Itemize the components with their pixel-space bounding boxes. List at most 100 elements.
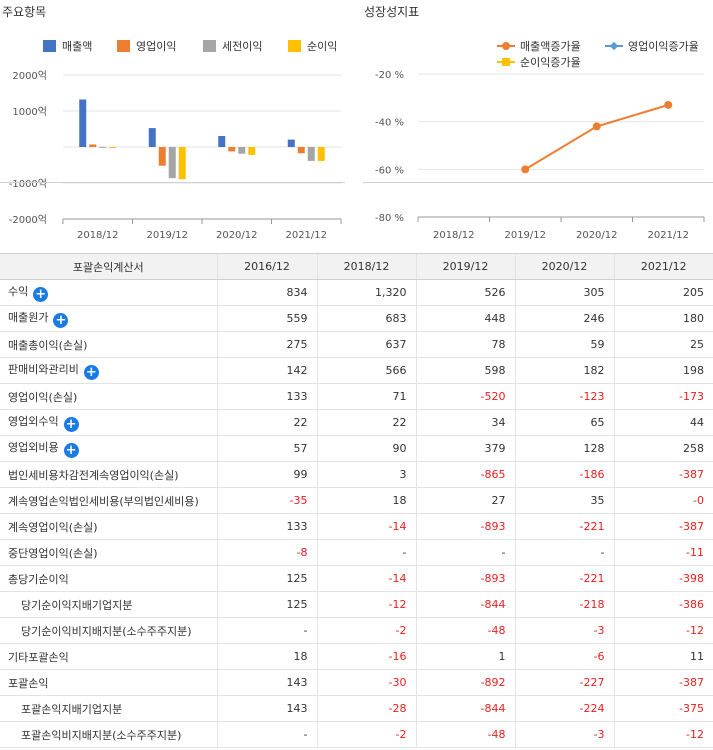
table-cell: -30 bbox=[316, 669, 416, 696]
legend-item[interactable]: 세전이익 bbox=[203, 38, 262, 54]
table-cell: 526 bbox=[415, 279, 515, 306]
table-cell: -16 bbox=[316, 643, 416, 670]
bar[interactable] bbox=[109, 147, 117, 148]
chart-title-main-items: 주요항목 bbox=[2, 5, 47, 19]
legend-item[interactable]: 순이익 bbox=[288, 38, 337, 54]
expand-plus-icon[interactable]: + bbox=[83, 365, 99, 380]
row-label: 계속영업이익(손실) bbox=[0, 513, 217, 540]
legend-item[interactable]: 영업이익 bbox=[117, 38, 176, 54]
table-cell: -227 bbox=[514, 669, 614, 696]
row-label: 포괄손익 bbox=[0, 669, 217, 696]
legend-item[interactable]: 매출액증가율 bbox=[497, 38, 581, 54]
table-cell: -387 bbox=[613, 669, 713, 696]
table-cell: -893 bbox=[415, 565, 515, 592]
expand-plus-icon[interactable]: + bbox=[53, 313, 69, 328]
table-cell: 3 bbox=[316, 461, 416, 488]
table-cell: 598 bbox=[415, 357, 515, 384]
table-cell: -375 bbox=[613, 695, 713, 722]
legend-label: 순이익 bbox=[307, 40, 338, 53]
table-cell: 180 bbox=[613, 305, 713, 332]
table-cell: 198 bbox=[613, 357, 713, 384]
bar-chart-main-items: 2000억 1000억 -1000억 -2000억 2018/12 2019/12 2020… bbox=[9, 70, 342, 241]
data-point[interactable] bbox=[521, 165, 530, 174]
y-tick-label: -20 % bbox=[375, 70, 404, 81]
income-statement-table: 포괄손익계산서 2016/12 2018/12 2019/12 2020/12 2021/… bbox=[0, 253, 713, 748]
table-row: 영업외비용 +57 90 379 128 258 bbox=[0, 435, 713, 462]
row-label-text: 영업외수익 bbox=[8, 415, 59, 428]
table-cell: 25 bbox=[613, 331, 713, 358]
legend-marker bbox=[605, 40, 623, 52]
x-tick-label: 2019/12 bbox=[146, 230, 188, 241]
row-label: 당기순이익비지배지분(소수주주지분) bbox=[0, 617, 217, 644]
row-label: 판매비와관리비 + bbox=[0, 357, 217, 384]
table-cell: -387 bbox=[613, 513, 713, 540]
table-cell: -2 bbox=[316, 617, 416, 644]
table-cell: -844 bbox=[415, 591, 515, 618]
bar[interactable] bbox=[307, 147, 315, 161]
table-cell: - bbox=[514, 539, 614, 566]
legend-label: 영업이익증가율 bbox=[628, 40, 699, 53]
bar[interactable] bbox=[297, 147, 305, 154]
bar[interactable] bbox=[158, 147, 166, 166]
table-cell: 22 bbox=[216, 409, 317, 436]
legend-item[interactable]: 순이익증가율 bbox=[497, 54, 581, 70]
table-row: 매출원가 +559 683 448 246 180 bbox=[0, 305, 713, 332]
row-label-text: 당기순이익지배기업지분 bbox=[21, 598, 133, 612]
table-cell: 90 bbox=[316, 435, 416, 462]
table-header-row: 포괄손익계산서 2016/12 2018/12 2019/12 2020/12 2021/… bbox=[0, 253, 713, 280]
table-cell: -48 bbox=[415, 721, 515, 748]
bar[interactable] bbox=[168, 147, 176, 179]
table-cell: -865 bbox=[415, 461, 515, 488]
table-row: 당기순이익비지배지분(소수주주지분) - -2 -48 -3 -12 bbox=[0, 617, 713, 644]
table-row: 포괄손익지배기업지분 143 -28 -844 -224 -375 bbox=[0, 695, 713, 722]
table-cell: 834 bbox=[216, 279, 317, 306]
table-cell: - bbox=[415, 539, 515, 566]
bar[interactable] bbox=[89, 144, 97, 147]
expand-plus-icon[interactable]: + bbox=[63, 443, 79, 458]
bar[interactable] bbox=[238, 147, 246, 154]
row-label-text: 당기순이익비지배지분(소수주주지분) bbox=[21, 624, 192, 638]
table-header-year: 2016/12 bbox=[216, 253, 317, 280]
row-label-text: 영업이익(손실) bbox=[8, 390, 78, 404]
bar[interactable] bbox=[228, 147, 236, 152]
bar[interactable] bbox=[178, 147, 186, 180]
table-cell: -844 bbox=[415, 695, 515, 722]
row-label-text: 영업외비용 bbox=[8, 441, 59, 454]
table-cell: 44 bbox=[613, 409, 713, 436]
table-cell: 448 bbox=[415, 305, 515, 332]
bar[interactable] bbox=[248, 147, 256, 155]
bar[interactable] bbox=[99, 146, 107, 148]
bar[interactable] bbox=[79, 99, 87, 147]
row-label: 중단영업이익(손실) bbox=[0, 539, 217, 566]
expand-plus-icon[interactable]: + bbox=[63, 417, 79, 432]
legend-marker bbox=[497, 56, 515, 68]
y-tick-label: 1000억 bbox=[12, 106, 47, 118]
table-cell: 143 bbox=[216, 669, 317, 696]
table-cell: 34 bbox=[415, 409, 515, 436]
row-label: 포괄손익비지배지분(소수주주지분) bbox=[0, 721, 217, 748]
data-point[interactable] bbox=[592, 122, 601, 131]
bar[interactable] bbox=[148, 128, 156, 147]
table-cell: 258 bbox=[613, 435, 713, 462]
table-cell: 275 bbox=[216, 331, 317, 358]
table-row: 수익 +834 1,320 526 305 205 bbox=[0, 279, 713, 306]
table-cell: 379 bbox=[415, 435, 515, 462]
table-cell: 566 bbox=[316, 357, 416, 384]
legend-item[interactable]: 영업이익증가율 bbox=[605, 38, 699, 54]
table-cell: -35 bbox=[216, 487, 317, 514]
bar[interactable] bbox=[317, 147, 325, 161]
row-label: 포괄손익지배기업지분 bbox=[0, 695, 217, 722]
table-cell: 27 bbox=[415, 487, 515, 514]
bar[interactable] bbox=[287, 139, 295, 147]
expand-plus-icon[interactable]: + bbox=[33, 287, 49, 302]
legend-item[interactable]: 매출액 bbox=[43, 38, 92, 54]
chart-divider-left bbox=[0, 182, 345, 183]
legend-label: 순이익증가율 bbox=[520, 56, 581, 69]
data-point[interactable] bbox=[664, 100, 673, 109]
row-label: 영업이익(손실) bbox=[0, 383, 217, 410]
table-cell: -12 bbox=[613, 721, 713, 748]
y-tick-label: -1000억 bbox=[9, 178, 47, 190]
table-cell: 128 bbox=[514, 435, 614, 462]
bar[interactable] bbox=[218, 136, 226, 147]
legend-label: 매출액증가율 bbox=[520, 40, 581, 53]
